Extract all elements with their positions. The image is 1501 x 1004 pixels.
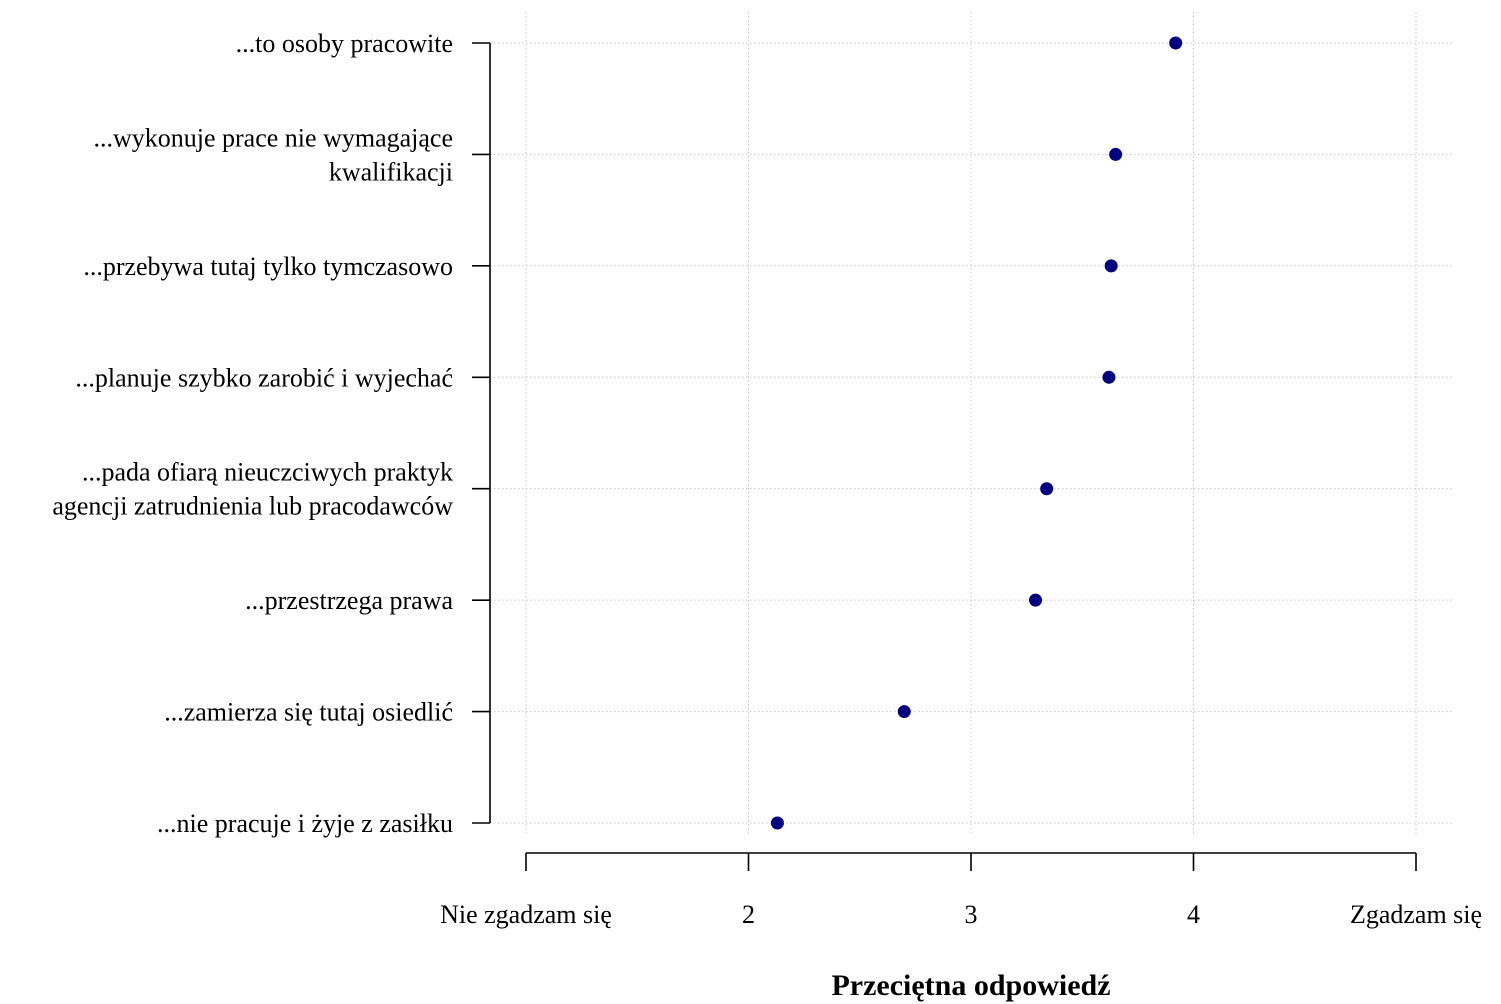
x-tick-label: 3 [965,900,978,929]
data-point [1169,36,1183,50]
y-tick-label: ...to osoby pracowite [236,29,453,58]
y-tick-label: ...pada ofiarą nieuczciwych praktyk [82,458,453,487]
y-tick-label: ...przebywa tutaj tylko tymczasowo [83,252,453,281]
y-axis-ticks: ...to osoby pracowite ...wykonuje prace n… [52,29,490,838]
x-tick-label: 2 [742,900,755,929]
y-tick-label: ...przestrzega prawa [245,586,453,615]
x-tick-label: Zgadzam się [1350,900,1482,929]
data-point [1040,482,1054,496]
y-tick-label: ...planuje szybko zarobić i wyjechać [75,363,453,392]
data-point [770,816,784,830]
y-tick-label: agencji zatrudnienia lub pracodawców [52,492,453,521]
data-point [1029,593,1043,607]
y-tick-label: kwalifikacji [329,157,453,186]
data-points [770,36,1183,830]
y-tick-label: ...nie pracuje i żyje z zasiłku [157,809,453,838]
data-point [897,705,911,719]
data-point [1102,370,1116,384]
data-point [1104,259,1118,273]
x-axis-title: Przeciętna odpowiedź [831,969,1110,1002]
x-tick-label: 4 [1187,900,1200,929]
x-tick-label: Nie zgadzam się [440,900,612,929]
x-axis-ticks: Nie zgadzam się 2 3 4 Zgadzam się [440,853,1482,929]
grid-lines [490,12,1453,834]
data-point [1109,147,1123,161]
y-tick-label: ...zamierza się tutaj osiedlić [164,698,453,727]
y-tick-label: ...wykonuje prace nie wymagające [93,123,453,152]
